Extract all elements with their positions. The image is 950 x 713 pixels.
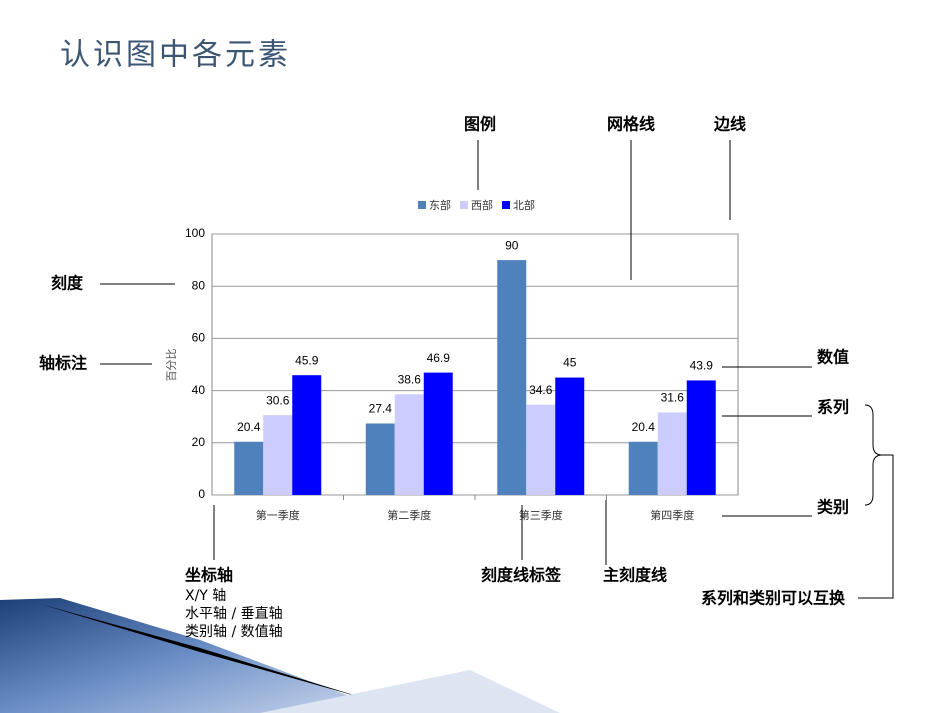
legend-label: 北部 <box>513 198 535 212</box>
legend-swatch <box>502 201 510 209</box>
annotation: 系列和类别可以互换 <box>701 589 846 608</box>
y-axis-label: 百分比 <box>165 349 178 382</box>
legend-label: 西部 <box>471 198 493 212</box>
value-label: 20.4 <box>237 420 261 434</box>
slide-title: 认识图中各元素 <box>60 38 291 73</box>
legend-swatch <box>418 201 426 209</box>
decoration <box>260 670 560 713</box>
bracket <box>858 454 894 599</box>
y-tick-label: 40 <box>192 383 206 397</box>
bar <box>657 412 687 495</box>
brace <box>864 404 883 506</box>
value-label: 90 <box>505 238 519 252</box>
bar <box>292 375 322 495</box>
bar <box>423 372 453 495</box>
decoration-line <box>40 604 370 700</box>
annotation: 类别 <box>817 498 849 517</box>
value-label: 34.6 <box>529 383 553 397</box>
y-tick-label: 20 <box>192 435 206 449</box>
y-tick-label: 60 <box>192 331 206 345</box>
value-label: 27.4 <box>369 402 393 416</box>
bar <box>526 404 556 495</box>
annotation: 坐标轴 <box>185 566 233 585</box>
value-label: 45.9 <box>295 353 319 367</box>
value-label: 45 <box>563 356 577 370</box>
annotation: 主刻度线 <box>603 566 667 585</box>
annotation: 轴标注 <box>39 354 87 373</box>
annotation: 图例 <box>464 115 496 134</box>
value-label: 30.6 <box>266 393 290 407</box>
annotation: 刻度 <box>51 274 84 293</box>
y-tick-label: 80 <box>192 278 206 292</box>
value-label: 43.9 <box>690 359 714 373</box>
axis-note: 类别轴 / 数值轴 <box>185 624 283 640</box>
bar <box>365 423 395 495</box>
annotation: 系列 <box>817 398 849 417</box>
annotation: 刻度线标签 <box>481 566 562 585</box>
bar <box>497 260 527 495</box>
bar <box>555 377 585 495</box>
annotation: 数值 <box>817 348 849 367</box>
value-label: 46.9 <box>427 351 451 365</box>
x-tick-label: 第二季度 <box>387 508 431 522</box>
y-tick-label: 100 <box>185 226 205 240</box>
annotation: 网格线 <box>607 115 655 134</box>
legend-swatch <box>460 201 468 209</box>
legend-label: 东部 <box>429 198 451 212</box>
x-tick-label: 第三季度 <box>519 508 563 522</box>
decoration <box>0 598 370 713</box>
value-label: 20.4 <box>632 420 656 434</box>
y-tick-label: 0 <box>198 487 205 501</box>
x-tick-label: 第四季度 <box>650 508 694 522</box>
bar <box>234 441 264 495</box>
x-tick-label: 第一季度 <box>256 508 300 522</box>
bar <box>628 441 658 495</box>
bar <box>686 380 716 495</box>
bar <box>394 394 424 495</box>
axis-note: X/Y 轴 <box>185 588 226 604</box>
value-label: 38.6 <box>398 372 422 386</box>
annotation: 边线 <box>713 115 746 134</box>
bar <box>263 415 293 495</box>
value-label: 31.6 <box>661 391 685 405</box>
axis-note: 水平轴 / 垂直轴 <box>185 605 283 622</box>
